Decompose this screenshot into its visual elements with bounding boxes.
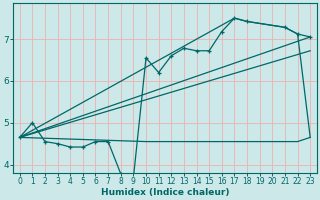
X-axis label: Humidex (Indice chaleur): Humidex (Indice chaleur) [101,188,229,197]
